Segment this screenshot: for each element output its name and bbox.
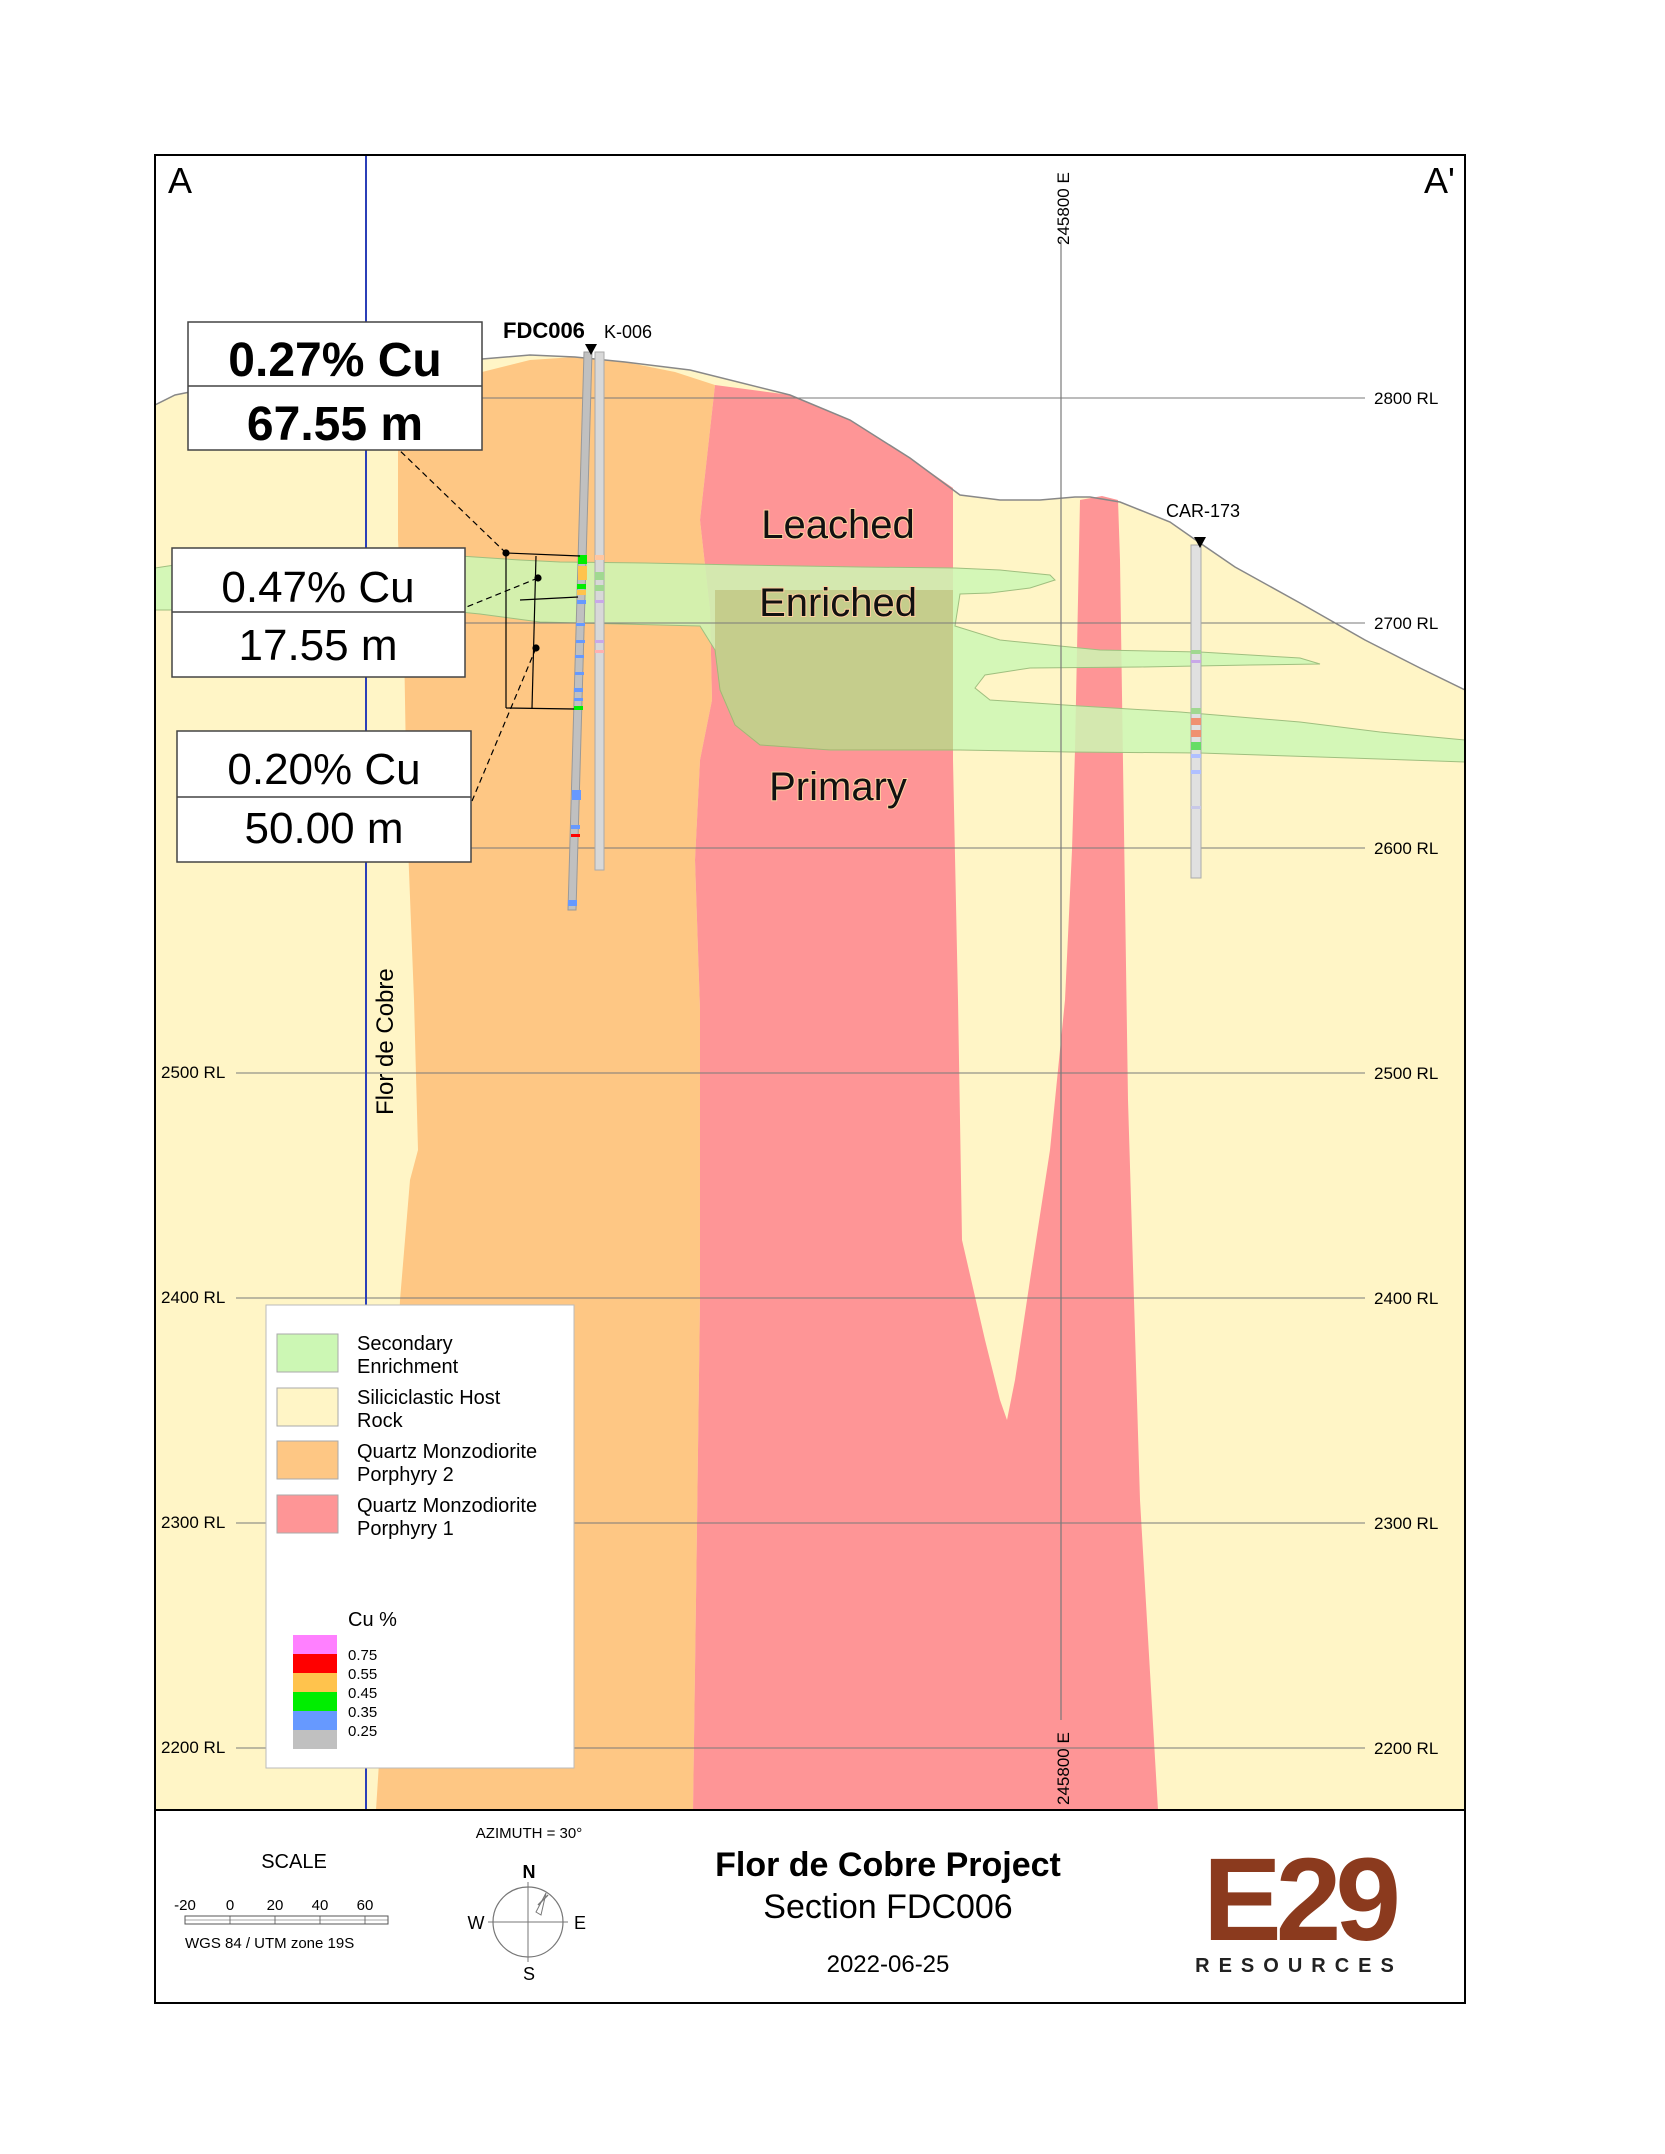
intercept-length: 17.55 m bbox=[239, 621, 398, 670]
cu-tick-label: 0.55 bbox=[348, 1666, 377, 1683]
legend-swatch bbox=[276, 1333, 339, 1373]
cu-scale-title: Cu % bbox=[348, 1609, 397, 1631]
legend-item-host-rock: Siliciclastic Host Rock bbox=[276, 1387, 501, 1432]
date-label: 2022-06-25 bbox=[827, 1951, 950, 1978]
north-arrow-icon bbox=[535, 1892, 549, 1916]
secondary-enrichment-unit bbox=[155, 549, 1465, 763]
intercept-grade: 0.27% Cu bbox=[228, 334, 441, 387]
enriched-overlap-zone bbox=[715, 590, 953, 750]
drillhole-car173 bbox=[1190, 544, 1202, 879]
legend: Secondary Enrichment Siliciclastic Host … bbox=[265, 1304, 575, 1769]
easting-label-top: 245800 E bbox=[1054, 172, 1073, 245]
cu-tick-label: 0.25 bbox=[348, 1723, 377, 1740]
zone-label-primary: Primary bbox=[769, 765, 907, 809]
rl-label: 2500 RL bbox=[161, 1063, 225, 1082]
rl-label: 2800 RL bbox=[1374, 389, 1438, 408]
rl-label: 2300 RL bbox=[1374, 1514, 1438, 1533]
section-end-right: A' bbox=[1424, 160, 1455, 201]
easting-label-bottom: 245800 E bbox=[1054, 1732, 1073, 1805]
legend-label: Quartz Monzodiorite bbox=[357, 1441, 537, 1463]
drillhole-label-fdc006: FDC006 bbox=[503, 318, 585, 343]
collar-fdc006 bbox=[585, 344, 597, 355]
zone-label-leached: Leached bbox=[761, 503, 914, 547]
compass-s: S bbox=[523, 1964, 535, 1984]
compass: AZIMUTH = 30° N S E W bbox=[468, 1825, 587, 1984]
legend-swatch bbox=[276, 1494, 339, 1534]
drillhole-label-k006: K-006 bbox=[604, 322, 652, 342]
zone-labels: Leached Enriched Primary bbox=[758, 502, 918, 810]
drillhole-k006 bbox=[594, 351, 605, 871]
compass-n: N bbox=[523, 1862, 536, 1882]
cu-ramp-ticks: 0.75 0.55 0.45 0.35 0.25 bbox=[348, 1647, 377, 1740]
intercept-grade: 0.20% Cu bbox=[227, 745, 420, 794]
legend-item-porphyry-1: Quartz Monzodiorite Porphyry 1 bbox=[276, 1494, 537, 1540]
intercept-length: 67.55 m bbox=[247, 398, 423, 451]
rl-labels-right: 2800 RL 2700 RL 2600 RL 2500 RL 2400 RL … bbox=[1374, 389, 1438, 1758]
cu-tick-label: 0.35 bbox=[348, 1704, 377, 1721]
scale-tick-label: 60 bbox=[357, 1897, 374, 1914]
scale-title: SCALE bbox=[261, 1851, 327, 1873]
company-logo: E29 RESOURCES bbox=[1195, 1834, 1403, 1977]
legend-item-secondary-enrichment: Secondary Enrichment bbox=[276, 1333, 459, 1378]
intercept-leaders bbox=[393, 444, 581, 802]
intercept-length: 50.00 m bbox=[245, 804, 404, 853]
intercept-grade: 0.47% Cu bbox=[221, 563, 414, 612]
drillhole-label-car173: CAR-173 bbox=[1166, 501, 1240, 521]
section-end-left: A bbox=[168, 160, 192, 201]
scale-tick-label: 20 bbox=[267, 1897, 284, 1914]
collar-car173 bbox=[1194, 537, 1206, 548]
scale-tick-label: -20 bbox=[174, 1897, 196, 1914]
rl-label: 2600 RL bbox=[1374, 839, 1438, 858]
legend-swatch bbox=[276, 1387, 339, 1427]
legend-label: Rock bbox=[357, 1410, 404, 1432]
scale-ticks: -20 0 20 40 60 bbox=[174, 1897, 373, 1914]
fdc006-assay-intervals bbox=[568, 555, 587, 906]
cu-tick-label: 0.75 bbox=[348, 1647, 377, 1664]
rl-label: 2200 RL bbox=[161, 1738, 225, 1757]
datum-label: WGS 84 / UTM zone 19S bbox=[185, 1935, 354, 1952]
rl-label: 2300 RL bbox=[161, 1513, 225, 1532]
drillhole-fdc006 bbox=[567, 351, 593, 911]
scale-tick-label: 40 bbox=[312, 1897, 329, 1914]
project-title: Flor de Cobre Project bbox=[715, 1846, 1061, 1884]
fault-label: Flor de Cobre bbox=[372, 968, 399, 1115]
legend-swatch bbox=[276, 1440, 339, 1480]
section-title: Section FDC006 bbox=[763, 1888, 1012, 1926]
rl-label: 2700 RL bbox=[1374, 614, 1438, 633]
logo-main: E29 bbox=[1203, 1834, 1397, 1966]
title-block: SCALE -20 0 20 40 60 WGS 84 / UTM zone 1… bbox=[154, 1809, 1466, 2004]
legend-label: Porphyry 1 bbox=[357, 1518, 454, 1540]
rl-labels-left: 2500 RL 2400 RL 2300 RL 2200 RL bbox=[161, 1063, 225, 1757]
legend-item-porphyry-2: Quartz Monzodiorite Porphyry 2 bbox=[276, 1440, 537, 1486]
zone-label-enriched: Enriched bbox=[759, 581, 917, 625]
legend-label: Secondary bbox=[357, 1333, 453, 1355]
rl-label: 2500 RL bbox=[1374, 1064, 1438, 1083]
legend-label: Porphyry 2 bbox=[357, 1464, 454, 1486]
intercept-box-3: 0.20% Cu 50.00 m bbox=[176, 730, 472, 863]
cu-color-ramp bbox=[293, 1635, 337, 1749]
legend-label: Siliciclastic Host bbox=[357, 1387, 501, 1409]
intercept-box-2: 0.47% Cu 17.55 m bbox=[171, 547, 466, 678]
compass-e: E bbox=[574, 1913, 586, 1933]
rl-label: 2400 RL bbox=[161, 1288, 225, 1307]
legend-label: Quartz Monzodiorite bbox=[357, 1495, 537, 1517]
cu-tick-label: 0.45 bbox=[348, 1685, 377, 1702]
scale-tick-label: 0 bbox=[226, 1897, 234, 1914]
rl-label: 2200 RL bbox=[1374, 1739, 1438, 1758]
azimuth-label: AZIMUTH = 30° bbox=[476, 1825, 582, 1842]
legend-label: Enrichment bbox=[357, 1356, 459, 1378]
intercept-box-1: 0.27% Cu 67.55 m bbox=[187, 321, 483, 451]
compass-w: W bbox=[468, 1913, 485, 1933]
rl-label: 2400 RL bbox=[1374, 1289, 1438, 1308]
scale-bar: SCALE -20 0 20 40 60 WGS 84 / UTM zone 1… bbox=[174, 1851, 389, 1952]
logo-sub: RESOURCES bbox=[1195, 1955, 1403, 1977]
